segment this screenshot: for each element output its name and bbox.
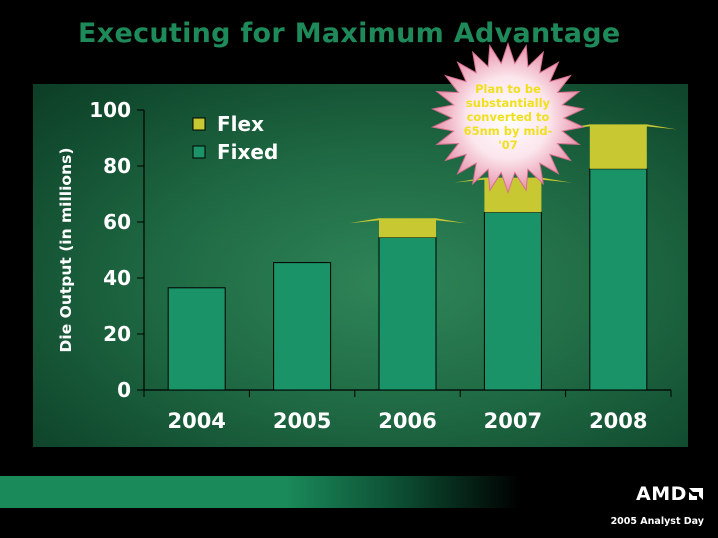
slide-title: Executing for Maximum Advantage (78, 18, 621, 49)
bar-fixed-2006 (378, 236, 437, 391)
legend-label-fixed: Fixed (217, 140, 278, 164)
y-tick-label: 20 (103, 322, 131, 346)
y-tick-label: 80 (103, 154, 131, 178)
y-tick-label: 40 (103, 266, 131, 290)
logo-text: AMD (636, 483, 687, 505)
x-tick-label: 2008 (589, 409, 647, 433)
amd-logo: AMD (636, 483, 704, 505)
flex-cap-2006 (349, 218, 466, 224)
x-tick-label: 2004 (167, 409, 225, 433)
event-label: 2005 Analyst Day (610, 516, 704, 527)
x-tick-label: 2005 (273, 409, 331, 433)
x-tick-label: 2007 (484, 409, 542, 433)
amd-arrow-icon (688, 488, 703, 500)
bar-fixed-2007 (483, 211, 542, 391)
footer-band (0, 476, 520, 508)
callout-text: Plan to be substantially converted to 65… (463, 82, 553, 152)
flex-cap-2008 (559, 124, 677, 130)
bar-fixed-2004 (167, 287, 226, 391)
bar-flex-2007 (484, 178, 542, 213)
bar-chart: 0 20 40 60 80 100 2004 2005 2006 2007 2008 Die Outp… (57, 98, 677, 433)
y-tick-label: 60 (103, 210, 131, 234)
y-tick-label: 100 (89, 98, 131, 122)
x-tick-label: 2006 (378, 409, 436, 433)
bar-flex-2008 (589, 125, 647, 169)
y-axis-title: Die Output (in millions) (57, 148, 75, 353)
bar-fixed-2005 (273, 262, 332, 391)
legend-label-flex: Flex (217, 112, 264, 136)
y-tick-label: 0 (117, 378, 131, 402)
bar-flex-2006 (379, 219, 436, 238)
legend-swatch-flex (192, 117, 206, 131)
chart-panel: 0 20 40 60 80 100 2004 2005 2006 2007 2008 Die Outp… (33, 84, 688, 447)
legend-swatch-fixed (192, 145, 206, 159)
bar-fixed-2008 (589, 168, 648, 391)
